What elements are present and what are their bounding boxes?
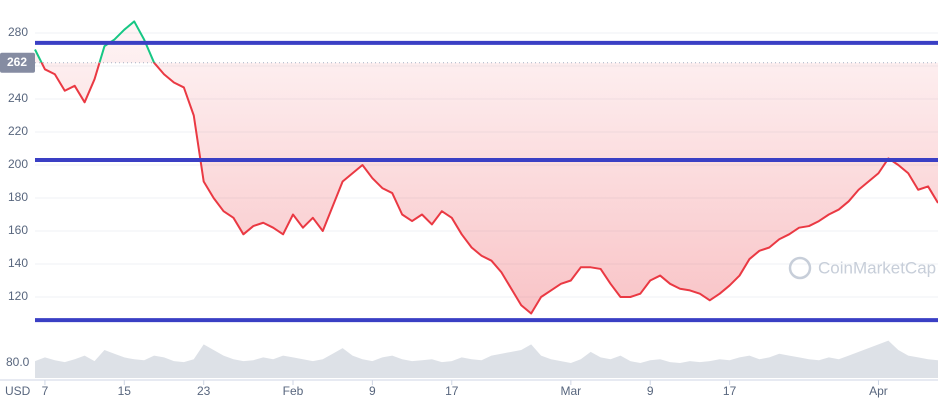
x-tick-label: 9 bbox=[647, 384, 654, 398]
y-tick-label: 240 bbox=[8, 91, 28, 105]
x-tick-label: 17 bbox=[723, 384, 737, 398]
x-tick-label: Apr bbox=[869, 384, 888, 398]
y-tick-label: 140 bbox=[8, 256, 28, 270]
current-value-label: 262 bbox=[7, 55, 27, 69]
x-tick-label: 7 bbox=[42, 384, 49, 398]
x-tick-label: Feb bbox=[283, 384, 304, 398]
y-tick-label: 280 bbox=[8, 25, 28, 39]
watermark-logo bbox=[788, 256, 812, 280]
x-tick-label: 9 bbox=[369, 384, 376, 398]
y2-tick-label: 80.0 bbox=[6, 355, 30, 369]
x-tick-label: 15 bbox=[118, 384, 132, 398]
price-line bbox=[34, 20, 938, 315]
y-tick-label: 220 bbox=[8, 124, 28, 138]
volume-area bbox=[35, 340, 938, 378]
y-tick-label: 200 bbox=[8, 157, 28, 171]
current-value-badge bbox=[0, 52, 35, 73]
watermark: CoinMarketCap bbox=[818, 258, 936, 277]
y-tick-label: 180 bbox=[8, 190, 28, 204]
x-tick-label: Mar bbox=[561, 384, 582, 398]
x-tick-label: 17 bbox=[445, 384, 459, 398]
y-tick-label: 120 bbox=[8, 289, 28, 303]
currency-label: USD bbox=[5, 384, 31, 398]
x-tick-label: 23 bbox=[197, 384, 211, 398]
y-tick-label: 160 bbox=[8, 223, 28, 237]
price-area bbox=[35, 21, 938, 314]
